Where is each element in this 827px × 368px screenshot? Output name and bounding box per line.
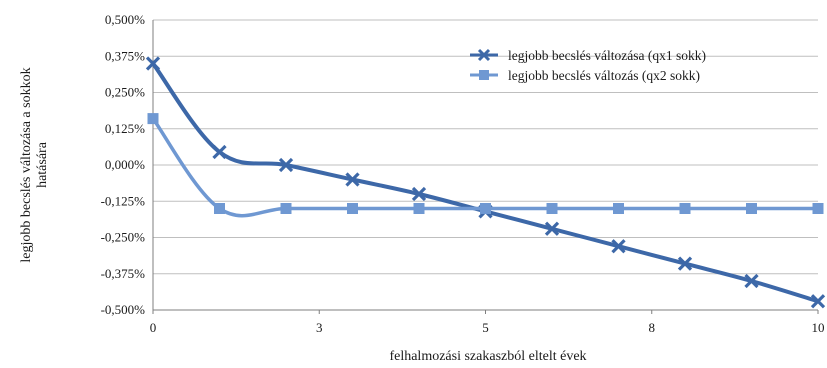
y-tick-label-7: -0,375% [101,266,146,281]
x-tick-labels: 0 3 5 8 10 [150,320,825,335]
y-tick-label-1: 0,375% [105,48,145,63]
y-axis-label-line-2: hatására [35,141,50,188]
series-2-point-0 [147,113,159,125]
y-tick-label-6: -0,250% [101,230,146,245]
x-tick-label-0: 0 [150,320,157,335]
y-tick-label-8: -0,500% [101,302,146,317]
series-2 [147,113,824,218]
series-2-point-9 [746,203,757,214]
legend: legjobb becslés változása (qx1 sokk) leg… [470,48,706,83]
series-2-point-2 [280,203,292,214]
x-tick-label-3: 8 [649,320,656,335]
series-1-point-3 [345,172,360,187]
y-axis-label-line-1: legjobb becslés változása a sokkok [19,67,34,262]
legend-item-qx1: legjobb becslés változása (qx1 sokk) [470,48,706,63]
x-tick-label-1: 3 [316,320,323,335]
series-1-point-9 [744,273,759,289]
x-axis-label: felhalmozási szakaszból eltelt évek [389,349,586,364]
legend-item-qx2: legjobb becslés változás (qx2 sokk) [470,68,700,83]
y-tick-label-5: -0,125% [101,193,146,208]
legend-marker-qx1 [477,48,491,62]
series-2-point-1 [214,203,225,214]
y-tick-label-3: 0,125% [105,121,145,136]
series-1-point-4 [411,186,427,202]
series-1-point-1 [212,144,227,160]
x-tick-label-2: 5 [482,320,489,335]
series-2-point-7 [613,203,624,214]
series-1-point-2 [278,157,294,173]
series-line-1 [151,61,820,304]
y-tick-label-0: 0,500% [105,12,145,27]
y-tick-labels: 0,500% 0,375% 0,250% 0,125% 0,000% -0,125% -0,… [101,12,146,317]
series-1-point-10 [810,294,826,309]
series-1-point-8 [677,256,693,271]
y-tick-label-2: 0,250% [105,85,145,100]
legend-label-qx2: legjobb becslés változás (qx2 sokk) [508,68,700,83]
series-2-point-8 [679,203,691,214]
series-2-point-6 [546,203,558,214]
series-1 [145,56,826,309]
series [145,56,826,309]
series-1-point-7 [611,239,626,254]
series-2-point-3 [347,203,358,214]
legend-label-qx1: legjobb becslés változása (qx1 sokk) [508,48,706,63]
x-tick-label-4: 10 [812,320,825,335]
series-1-point-6 [544,221,560,236]
series-2-point-5 [480,203,491,214]
series-2-point-10 [812,203,824,214]
legend-marker-qx2 [479,70,489,80]
y-axis-label: legjobb becslés változása a sokkok hatás… [19,67,50,262]
series-1-point-0 [145,56,161,71]
axes [152,20,819,314]
y-tick-label-4: 0,000% [105,157,145,172]
series-2-point-4 [413,203,425,214]
